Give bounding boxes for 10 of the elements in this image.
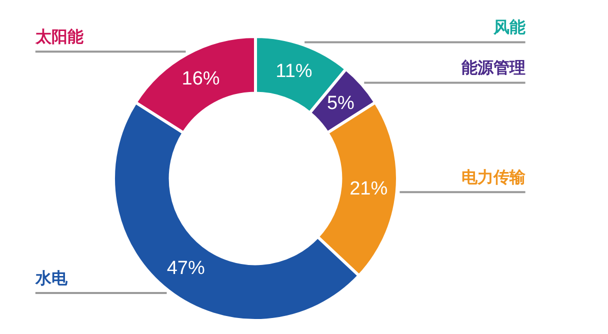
data-label: 11% (276, 61, 312, 82)
slice-label: 能源管理 (461, 58, 526, 78)
slice-label: 风能 (492, 18, 526, 37)
slice-label: 水电 (34, 268, 68, 288)
data-label: 5% (326, 92, 355, 114)
data-label: 21% (350, 178, 388, 200)
slice-label: 电力传输 (461, 167, 526, 186)
slice-label: 太阳能 (34, 26, 84, 46)
data-label: 47% (166, 258, 205, 279)
data-label: 16% (182, 68, 220, 90)
